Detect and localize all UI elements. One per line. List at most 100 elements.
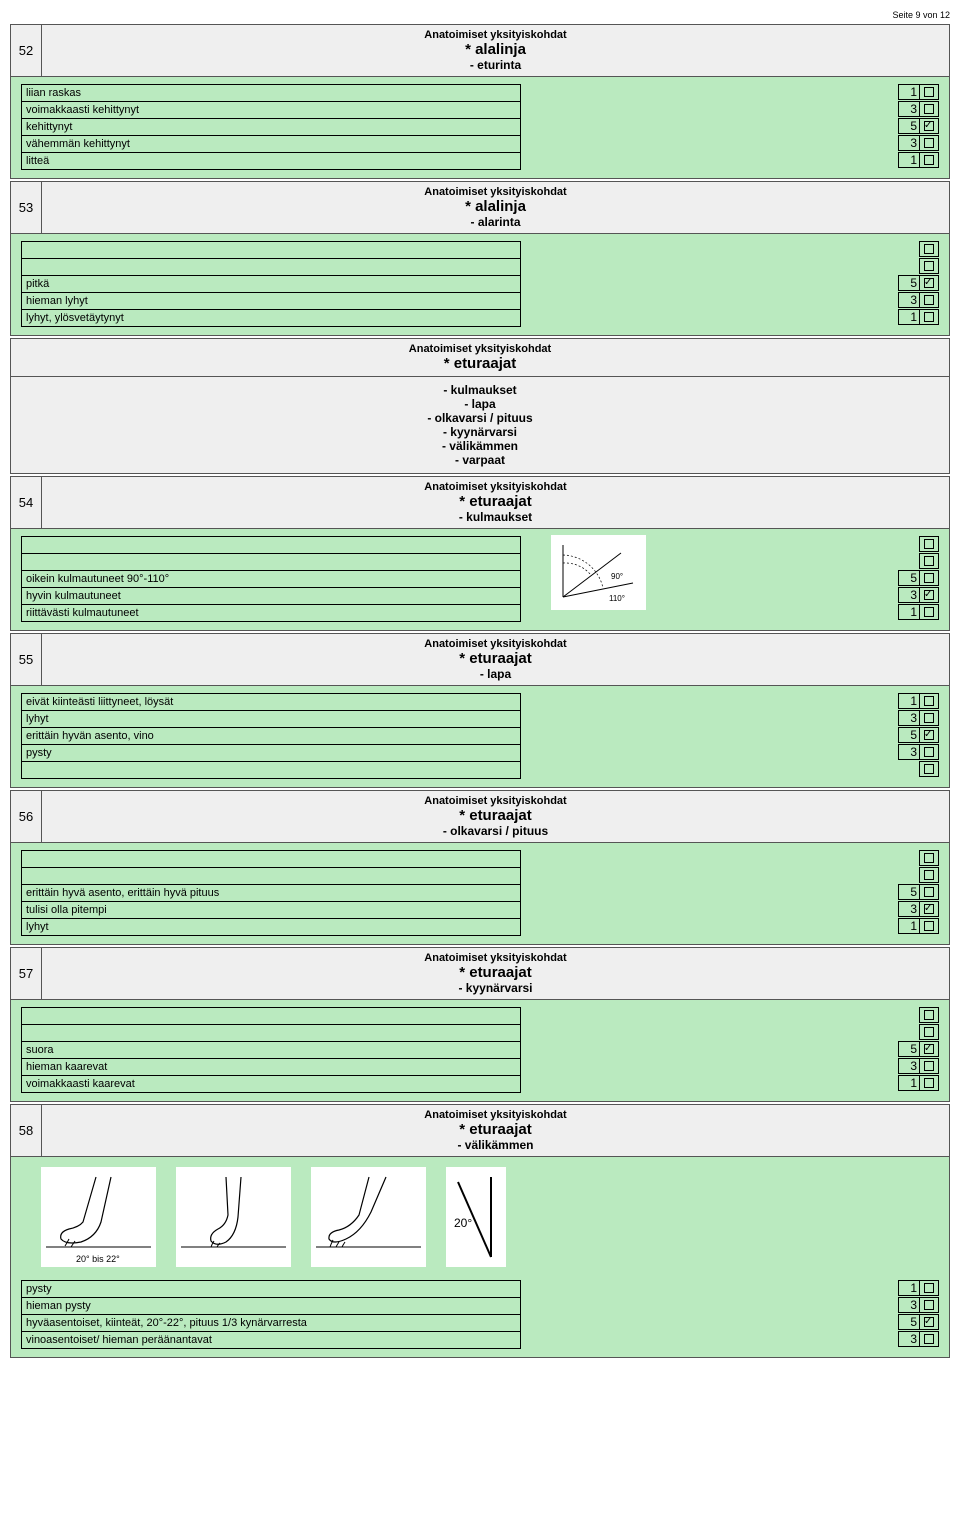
angle-90-label: 90° xyxy=(611,572,623,581)
row-checkbox[interactable] xyxy=(919,275,939,291)
section-title: * eturaajat xyxy=(42,1121,949,1138)
row-label: pysty xyxy=(21,1280,521,1298)
checkbox-icon xyxy=(924,747,934,757)
row-label: pysty xyxy=(21,744,521,762)
row-checkbox[interactable] xyxy=(919,744,939,760)
table-row: tulisi olla pitempi3 xyxy=(21,902,939,919)
row-checkbox[interactable] xyxy=(919,1331,939,1347)
table-row xyxy=(21,868,939,885)
row-checkbox[interactable] xyxy=(919,710,939,726)
supertitle: Anatoimiset yksityiskohdat xyxy=(42,1109,949,1121)
row-checkbox[interactable] xyxy=(919,693,939,709)
row-checkbox[interactable] xyxy=(919,570,939,586)
table-row: erittäin hyvän asento, vino5 xyxy=(21,728,939,745)
subitem: - kulmaukset xyxy=(11,383,949,397)
row-score: 3 xyxy=(898,710,920,726)
section-title: * alalinja xyxy=(42,198,949,215)
checkbox-icon xyxy=(924,887,934,897)
row-checkbox[interactable] xyxy=(919,258,939,274)
row-checkbox[interactable] xyxy=(919,1075,939,1091)
row-score xyxy=(898,241,920,257)
row-checkbox[interactable] xyxy=(919,84,939,100)
section-num: 56 xyxy=(11,791,42,842)
row-score: 1 xyxy=(898,84,920,100)
row-label: voimakkaasti kehittynyt xyxy=(21,101,521,119)
row-checkbox[interactable] xyxy=(919,553,939,569)
row-checkbox[interactable] xyxy=(919,1041,939,1057)
row-checkbox[interactable] xyxy=(919,101,939,117)
row-label: vinoasentoiset/ hieman peräänantavat xyxy=(21,1331,521,1349)
row-score: 5 xyxy=(898,1314,920,1330)
row-checkbox[interactable] xyxy=(919,727,939,743)
section-53-header: 53 Anatoimiset yksityiskohdat * alalinja… xyxy=(10,181,950,234)
row-checkbox[interactable] xyxy=(919,309,939,325)
checkbox-icon xyxy=(924,853,934,863)
row-score: 1 xyxy=(898,1280,920,1296)
row-checkbox[interactable] xyxy=(919,587,939,603)
row-checkbox[interactable] xyxy=(919,1280,939,1296)
section-num: 53 xyxy=(11,182,42,233)
subitem: - välikämmen xyxy=(11,439,949,453)
checkbox-icon xyxy=(924,590,934,600)
row-score xyxy=(898,258,920,274)
row-score xyxy=(898,1007,920,1023)
table-row: voimakkaasti kaarevat1 xyxy=(21,1076,939,1093)
section-57-header: 57 Anatoimiset yksityiskohdat * eturaaja… xyxy=(10,947,950,1000)
checkbox-icon xyxy=(924,870,934,880)
table-row: hyvin kulmautuneet3 xyxy=(21,588,939,605)
row-label xyxy=(21,241,521,259)
table-row xyxy=(21,242,939,259)
row-label: litteä xyxy=(21,152,521,170)
row-score: 1 xyxy=(898,309,920,325)
checkbox-icon xyxy=(924,295,934,305)
row-label: lyhyt xyxy=(21,918,521,936)
row-checkbox[interactable] xyxy=(919,118,939,134)
section-subtitle: - lapa xyxy=(42,667,949,681)
checkbox-icon xyxy=(924,1044,934,1054)
section-num: 52 xyxy=(11,25,42,76)
row-score xyxy=(898,536,920,552)
checkbox-icon xyxy=(924,730,934,740)
row-checkbox[interactable] xyxy=(919,604,939,620)
row-checkbox[interactable] xyxy=(919,1024,939,1040)
section-58-header: 58 Anatoimiset yksityiskohdat * eturaaja… xyxy=(10,1104,950,1157)
table-row: suora5 xyxy=(21,1042,939,1059)
row-checkbox[interactable] xyxy=(919,241,939,257)
section-55-body: eivät kiinteästi liittyneet, löysät1lyhy… xyxy=(10,686,950,788)
row-checkbox[interactable] xyxy=(919,536,939,552)
row-score: 5 xyxy=(898,570,920,586)
row-checkbox[interactable] xyxy=(919,918,939,934)
row-label: lyhyt, ylösvetäytynyt xyxy=(21,309,521,327)
table-row: erittäin hyvä asento, erittäin hyvä pitu… xyxy=(21,885,939,902)
row-checkbox[interactable] xyxy=(919,1297,939,1313)
row-checkbox[interactable] xyxy=(919,850,939,866)
row-checkbox[interactable] xyxy=(919,761,939,777)
table-row: lyhyt1 xyxy=(21,919,939,936)
eturaajat-title: * eturaajat xyxy=(11,355,949,372)
checkbox-icon xyxy=(924,1027,934,1037)
section-subtitle: - olkavarsi / pituus xyxy=(42,824,949,838)
row-score: 1 xyxy=(898,152,920,168)
row-checkbox[interactable] xyxy=(919,884,939,900)
row-checkbox[interactable] xyxy=(919,292,939,308)
row-score: 1 xyxy=(898,604,920,620)
section-subtitle: - alarinta xyxy=(42,215,949,229)
checkbox-icon xyxy=(924,1078,934,1088)
row-checkbox[interactable] xyxy=(919,152,939,168)
checkbox-icon xyxy=(924,539,934,549)
row-checkbox[interactable] xyxy=(919,1314,939,1330)
section-num: 58 xyxy=(11,1105,42,1156)
row-label: voimakkaasti kaarevat xyxy=(21,1075,521,1093)
section-title: * eturaajat xyxy=(42,493,949,510)
checkbox-icon xyxy=(924,278,934,288)
row-checkbox[interactable] xyxy=(919,901,939,917)
checkbox-icon xyxy=(924,1334,934,1344)
row-checkbox[interactable] xyxy=(919,867,939,883)
supertitle: Anatoimiset yksityiskohdat xyxy=(42,638,949,650)
checkbox-icon xyxy=(924,1010,934,1020)
row-checkbox[interactable] xyxy=(919,135,939,151)
row-checkbox[interactable] xyxy=(919,1058,939,1074)
checkbox-icon xyxy=(924,764,934,774)
row-checkbox[interactable] xyxy=(919,1007,939,1023)
table-row: hyväasentoiset, kiinteät, 20°-22°, pituu… xyxy=(21,1315,939,1332)
